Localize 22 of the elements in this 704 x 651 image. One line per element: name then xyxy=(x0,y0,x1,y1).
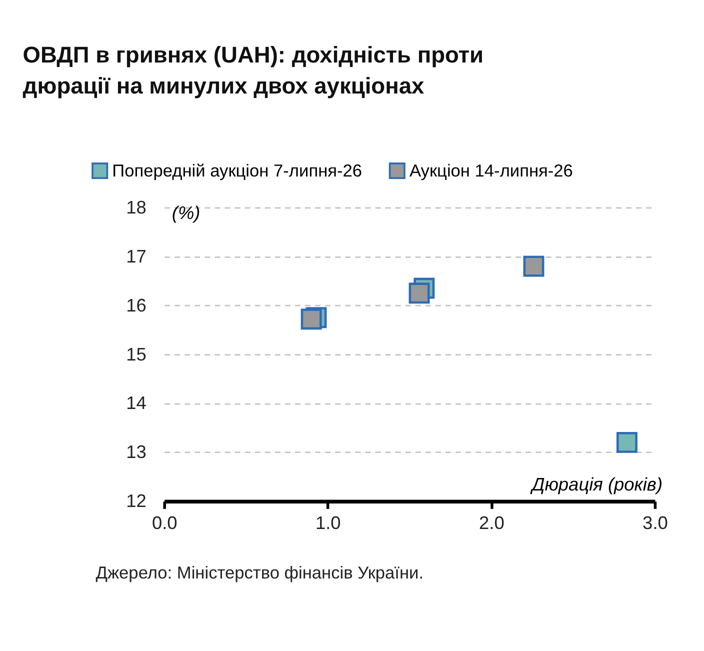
x-tick-label: 0.0 xyxy=(152,512,178,533)
text: Джерело: Міністерство фінансів України. xyxy=(96,562,424,583)
point xyxy=(300,308,322,330)
y-tick-label: 18 xyxy=(126,196,146,218)
x-tick-label: 3.0 xyxy=(642,512,668,533)
y-tick-label: 16 xyxy=(126,294,146,316)
y-tick-label: 12 xyxy=(126,490,146,512)
point xyxy=(616,432,638,453)
x-tick-label: 2.0 xyxy=(479,512,504,533)
legend-label: Попередній аукціон 7-липня-26 xyxy=(112,160,362,180)
x-tick-label: 1.0 xyxy=(315,512,341,533)
text: ОВДП в гривнях (UAH): дохідність проти xyxy=(22,42,484,68)
legend-label: Аукціон 14-липня-26 xyxy=(409,160,573,180)
y-tick-label: 14 xyxy=(126,392,146,414)
x-axis-title: Дюрація (років) xyxy=(530,474,663,495)
y-tick-label: 15 xyxy=(126,343,146,364)
y-tick-label: 13 xyxy=(126,441,146,462)
point xyxy=(408,282,430,304)
y-tick-label: 17 xyxy=(126,245,146,266)
text: дюрації на минулих двох аукціонах xyxy=(22,72,424,99)
y-axis-title: (%) xyxy=(172,202,200,223)
point xyxy=(523,256,544,277)
